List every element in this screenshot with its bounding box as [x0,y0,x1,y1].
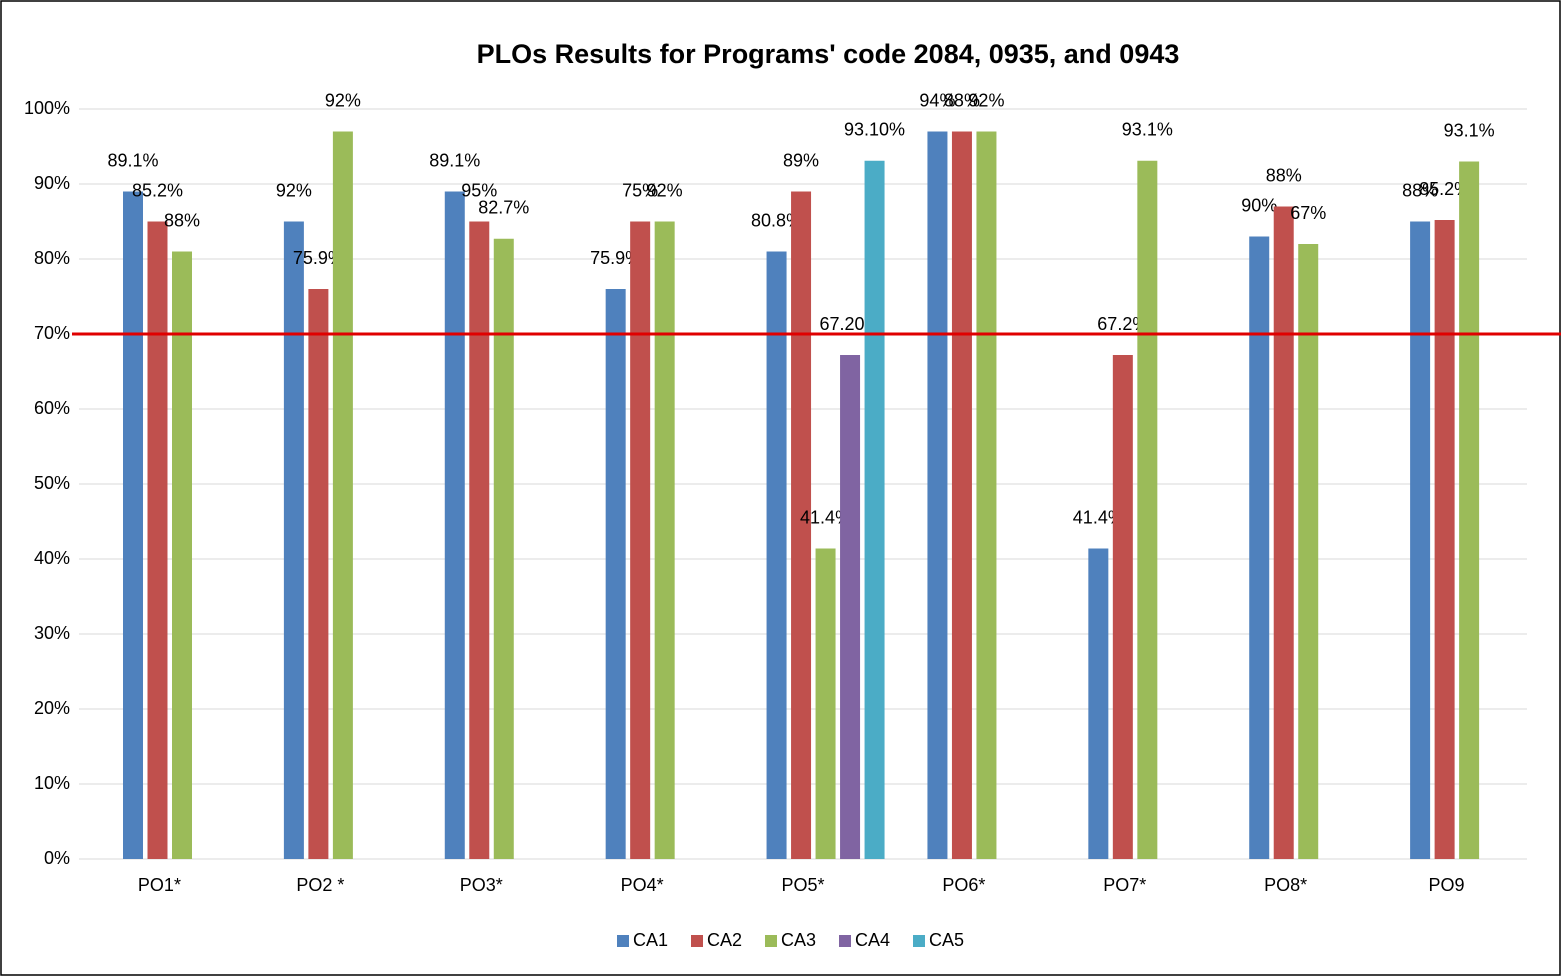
chart-title: PLOs Results for Programs' code 2084, 09… [477,39,1180,69]
legend-label: CA4 [855,930,890,950]
bar [469,221,490,859]
bar [1434,220,1455,859]
legend-label: CA5 [929,930,964,950]
y-tick-label: 70% [34,323,70,343]
data-label: 67.2% [1097,314,1148,334]
bar [791,191,812,859]
data-label: 93.1% [1122,120,1173,140]
data-label: 89.1% [107,150,158,170]
data-label: 90% [1241,195,1277,215]
bar [630,221,651,859]
legend-swatch [691,935,703,947]
x-tick-label: PO9 [1429,875,1465,895]
x-tick-label: PO7* [1103,875,1146,895]
data-label: 75.9% [293,248,344,268]
y-tick-label: 60% [34,398,70,418]
x-tick-label: PO4* [621,875,664,895]
bar [654,221,675,859]
bar [864,160,885,859]
x-tick-label: PO1* [138,875,181,895]
data-label: 82.7% [478,198,529,218]
x-tick-label: PO6* [942,875,985,895]
data-label: 88% [1402,180,1438,200]
data-label: 93.10% [844,120,905,140]
y-tick-label: 90% [34,173,70,193]
bar [1112,355,1133,859]
legend-swatch [617,935,629,947]
data-label: 41.4% [800,507,851,527]
x-tick-label: PO2 * [296,875,344,895]
bar [1459,161,1480,859]
data-label: 93.1% [1444,120,1495,140]
bar [332,131,353,859]
data-label: 88% [944,90,980,110]
data-label: 85.2% [132,180,183,200]
legend-swatch [839,935,851,947]
y-tick-label: 100% [24,98,70,118]
bar [840,355,861,859]
data-label: 92% [968,90,1004,110]
bar [976,131,997,859]
legend-swatch [913,935,925,947]
x-tick-label: PO5* [781,875,824,895]
data-label: 88% [164,210,200,230]
bar [444,191,465,859]
data-label: 89.1% [429,150,480,170]
bar [1137,160,1158,859]
data-label: 95% [461,180,497,200]
data-label: 67% [1290,203,1326,223]
data-label: 92% [647,180,683,200]
data-label: 88% [1266,165,1302,185]
legend-label: CA1 [633,930,668,950]
bar [1298,244,1319,859]
bar [123,191,143,859]
legend-label: CA3 [781,930,816,950]
data-label: 41.4% [1073,507,1124,527]
legend-swatch [765,935,777,947]
data-label: 75.9% [590,248,641,268]
x-tick-label: PO8* [1264,875,1307,895]
bar [172,251,192,859]
data-label: 89% [783,150,819,170]
bar [1410,221,1431,859]
data-label: 75% [622,180,658,200]
y-tick-label: 80% [34,248,70,268]
bar [927,131,948,859]
data-label: 80.8% [751,210,802,230]
y-tick-label: 30% [34,623,70,643]
bar [1273,206,1294,859]
bar [147,221,168,859]
data-label: 94% [919,90,955,110]
x-tick-label: PO3* [460,875,503,895]
bar [1249,236,1270,859]
bar [308,289,329,859]
bar [283,221,304,859]
bar [605,289,626,859]
data-label: 85.2% [1419,179,1470,199]
y-tick-label: 10% [34,773,70,793]
y-tick-label: 0% [44,848,70,868]
legend-label: CA2 [707,930,742,950]
bar [951,131,972,859]
bar [766,251,787,859]
y-tick-label: 20% [34,698,70,718]
bar [493,238,514,859]
y-tick-label: 50% [34,473,70,493]
data-label: 92% [325,90,361,110]
data-label: 92% [276,180,312,200]
y-tick-label: 40% [34,548,70,568]
bar [1088,548,1109,859]
bar [815,548,836,859]
